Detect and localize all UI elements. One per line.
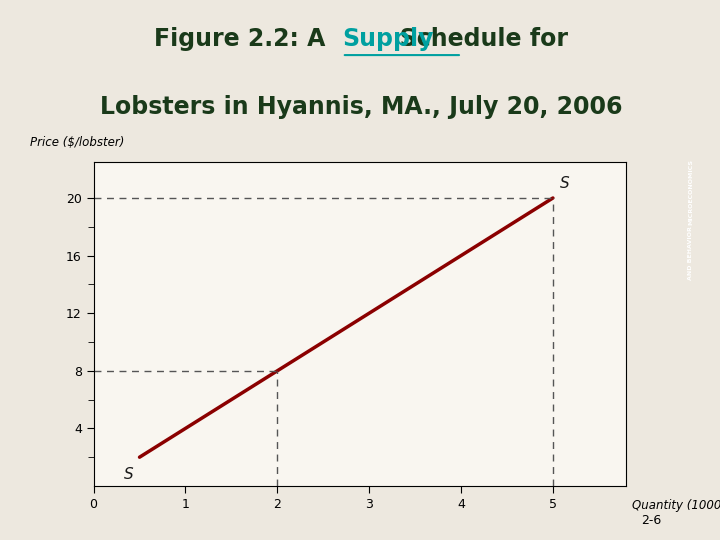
Text: 2-6: 2-6 [642, 514, 662, 526]
Text: Lobsters in Hyannis, MA., July 20, 2006: Lobsters in Hyannis, MA., July 20, 2006 [100, 96, 622, 119]
Text: Price ($/lobster): Price ($/lobster) [30, 136, 124, 149]
Text: Quantity (1000s of lobsters/day): Quantity (1000s of lobsters/day) [631, 499, 720, 512]
Text: Figure 2.2: A         Schedule for: Figure 2.2: A Schedule for [154, 26, 568, 51]
Text: MICROECONOMICS: MICROECONOMICS [688, 159, 693, 225]
Text: S: S [560, 176, 570, 191]
Text: AND BEHAVIOR: AND BEHAVIOR [688, 226, 693, 280]
Text: Supply: Supply [342, 26, 433, 51]
Text: S: S [124, 467, 133, 482]
